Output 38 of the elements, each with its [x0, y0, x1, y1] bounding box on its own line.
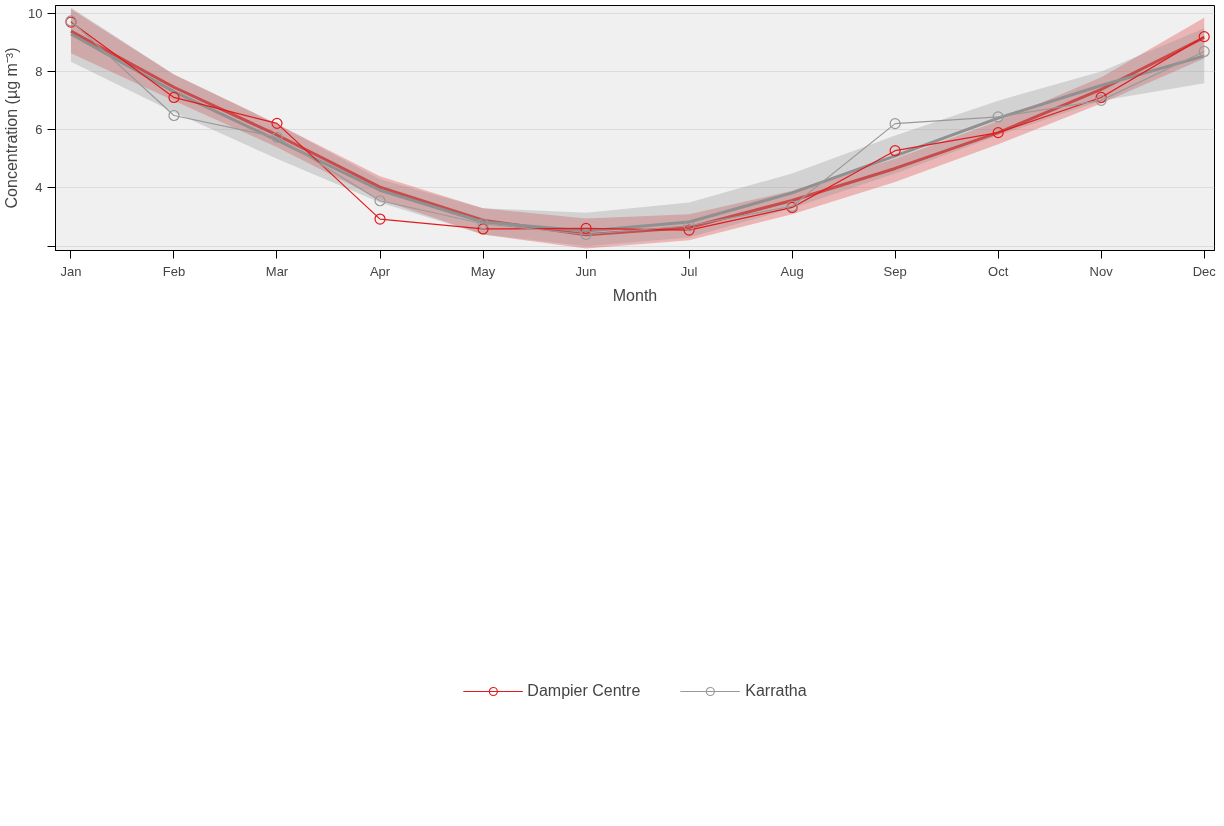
y-axis-title: Concentration (µg m⁻³) — [3, 47, 21, 209]
y-tick-label: 10 — [28, 5, 43, 21]
x-tick-label: Jul — [680, 263, 698, 279]
point — [168, 91, 180, 104]
x-tick-label: May — [470, 263, 496, 279]
x-axis-title: Month — [612, 286, 658, 304]
x-tick-label: Feb — [162, 263, 186, 279]
point — [683, 220, 695, 232]
y-tick-label: 4 — [35, 180, 43, 196]
x-tick-label: Aug — [780, 263, 804, 279]
point — [889, 118, 901, 130]
point — [580, 228, 592, 241]
point — [271, 131, 283, 143]
y-tick-label: 6 — [35, 122, 43, 138]
legend-label: Dampier Centre — [527, 682, 641, 700]
point — [271, 117, 283, 129]
x-tick-label: Jan — [60, 263, 82, 279]
legend-label: Karratha — [745, 682, 807, 700]
x-tick-label: Jun — [575, 263, 597, 279]
point — [1198, 31, 1210, 43]
point — [374, 195, 386, 207]
point — [477, 218, 489, 230]
point — [1198, 45, 1210, 58]
point — [168, 109, 180, 122]
x-tick-label: Apr — [369, 263, 391, 279]
x-tick-label: Nov — [1089, 263, 1114, 279]
point — [580, 222, 592, 234]
y-tick-label: 8 — [35, 64, 43, 80]
point — [374, 213, 386, 225]
point — [683, 224, 695, 236]
point — [477, 223, 489, 235]
x-tick-label: Mar — [265, 263, 289, 279]
point — [992, 127, 1004, 139]
x-tick-label: Oct — [988, 263, 1009, 279]
point — [992, 111, 1004, 123]
point — [889, 145, 901, 157]
x-tick-label: Dec — [1192, 263, 1217, 279]
x-tick-label: Sep — [883, 263, 907, 279]
